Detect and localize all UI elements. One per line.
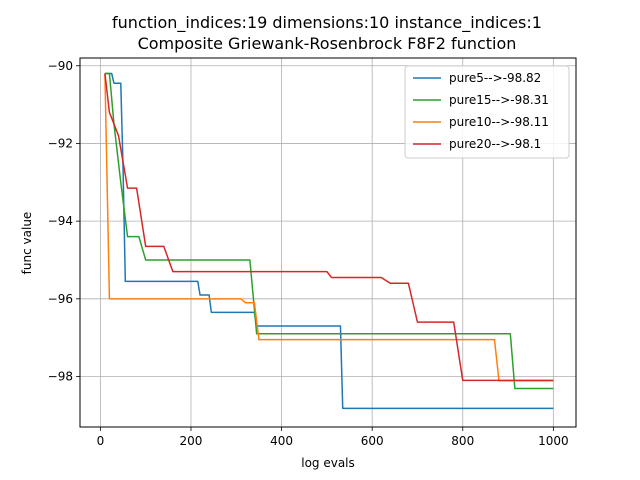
legend-label: pure20-->-98.1 xyxy=(449,137,541,151)
plot-area xyxy=(79,57,577,428)
y-tick-label: −94 xyxy=(48,214,73,228)
x-tick-label: 800 xyxy=(451,434,474,448)
legend-label: pure15-->-98.31 xyxy=(449,93,549,107)
legend-box xyxy=(404,65,570,159)
legend: pure5-->-98.82 pure15-->-98.31 pure10-->-9… xyxy=(404,65,570,159)
chart-subtitle: Composite Griewank-Rosenbrock F8F2 funct… xyxy=(138,34,517,53)
y-tick-label: −90 xyxy=(48,59,73,73)
series-line-2 xyxy=(104,72,554,390)
legend-label: pure5-->-98.82 xyxy=(449,71,541,85)
axis-ticks: 0 200 400 600 800 1000 −90 −92 −94 −96 −98 xyxy=(48,59,569,448)
x-tick-label: 0 xyxy=(97,434,105,448)
series-line-3 xyxy=(104,73,554,382)
series-lines xyxy=(104,72,554,410)
x-tick-label: 600 xyxy=(361,434,384,448)
y-tick-label: −92 xyxy=(48,136,73,150)
series-line-1 xyxy=(104,72,554,410)
x-tick-label: 400 xyxy=(270,434,293,448)
y-tick-label: −98 xyxy=(48,370,73,384)
legend-label: pure10-->-98.11 xyxy=(449,115,549,129)
series-line-4 xyxy=(104,73,554,382)
chart-title: function_indices:19 dimensions:10 instan… xyxy=(112,13,542,33)
y-tick-label: −96 xyxy=(48,292,73,306)
y-axis-label: func value xyxy=(20,212,34,275)
x-tick-label: 200 xyxy=(180,434,203,448)
x-tick-label: 1000 xyxy=(538,434,569,448)
x-axis-label: log evals xyxy=(301,456,355,470)
